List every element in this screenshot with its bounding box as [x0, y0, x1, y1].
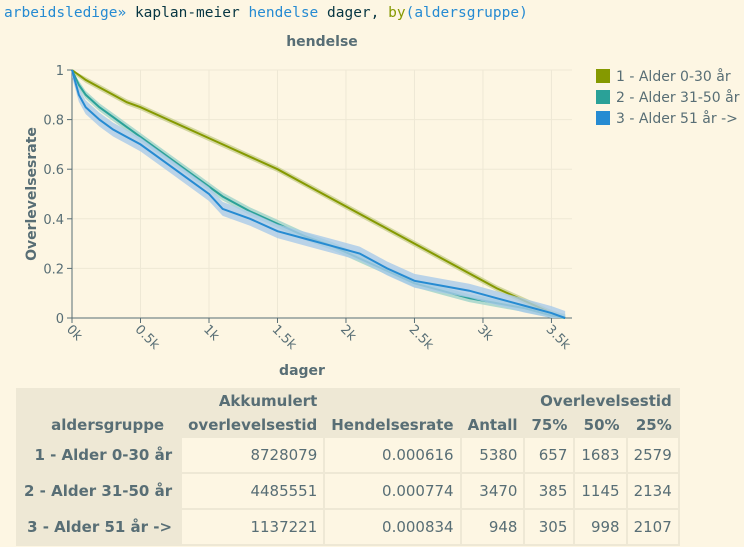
cell-q50: 1145 [575, 474, 626, 508]
command-middle: dager, [318, 5, 389, 21]
header-akk-line2: overlevelsestid [182, 414, 324, 436]
series-3-line [71, 69, 566, 319]
x-tick-label: 1.5k [269, 322, 300, 353]
series-1-line [71, 69, 566, 319]
series-1-confidence-band [72, 70, 566, 318]
row-group-label: 2 - Alder 31-50 år [18, 474, 181, 508]
cell-q75: 305 [525, 510, 574, 544]
cell-q50: 1683 [575, 438, 626, 472]
cell-rate: 0.000774 [325, 474, 460, 508]
command-prompt: arbeidsledige» [4, 5, 127, 21]
cell-rate: 0.000834 [325, 510, 460, 544]
cell-antall: 5380 [461, 438, 524, 472]
legend-entry: 3 - Alder 51 år -> [616, 110, 738, 127]
legend-swatch [596, 111, 610, 125]
cell-rate: 0.000616 [325, 438, 460, 472]
y-tick-label: 0.6 [43, 163, 64, 178]
cell-antall: 948 [461, 510, 524, 544]
cell-q25: 2107 [627, 510, 678, 544]
x-tick-label: 2.5k [406, 322, 437, 353]
y-tick-label: 0 [56, 312, 64, 327]
legend-entry: 2 - Alder 31-50 år [616, 89, 740, 106]
header-survival-group: Overlevelsestid [525, 390, 678, 412]
legend-entry: 1 - Alder 0-30 år [616, 68, 731, 85]
statistics-table: aldersgruppe Akkumulert Overlevelsestid … [16, 388, 680, 546]
header-antall: Antall [461, 414, 524, 436]
kaplan-meier-chart: hendelse 0 0.2 0.4 0.6 0.8 1 0k 0.5k 1k 1.5k 2k 2.5k… [24, 34, 740, 379]
cell-q75: 657 [525, 438, 574, 472]
row-group-label: 3 - Alder 51 år -> [18, 510, 181, 544]
y-tick-label: 0.4 [43, 213, 64, 228]
x-axis-label: dager [279, 363, 325, 379]
cell-q25: 2579 [627, 438, 678, 472]
row-group-label: 1 - Alder 0-30 år [18, 438, 181, 472]
command-variable: hendelse [248, 5, 319, 21]
x-tick-label: 0k [63, 322, 85, 344]
y-tick-label: 1 [56, 64, 64, 79]
header-akk-line1: Akkumulert [182, 390, 324, 412]
header-rate: Hendelsesrate [325, 414, 460, 436]
y-tick-label: 0.2 [43, 262, 64, 277]
legend-swatch [596, 69, 610, 83]
y-tick-label: 0.8 [43, 114, 64, 129]
command-by-function: by [388, 5, 406, 21]
header-q75: 75% [525, 414, 574, 436]
cell-q25: 2134 [627, 474, 678, 508]
command-line: arbeidsledige» kaplan-meier hendelse dag… [4, 5, 528, 21]
header-q25: 25% [627, 414, 678, 436]
x-tick-label: 3k [474, 322, 496, 344]
y-axis-label: Overlevelsesrate [24, 127, 40, 261]
table-row: 1 - Alder 0-30 år 8728079 0.000616 5380 … [18, 438, 678, 472]
command-by-argument: (aldersgruppe) [405, 5, 528, 21]
legend-swatch [596, 90, 610, 104]
cell-antall: 3470 [461, 474, 524, 508]
table-row: 2 - Alder 31-50 år 4485551 0.000774 3470… [18, 474, 678, 508]
table-row: 3 - Alder 51 år -> 1137221 0.000834 948 … [18, 510, 678, 544]
x-tick-label: 2k [337, 322, 359, 344]
cell-akk: 4485551 [182, 474, 324, 508]
chart-title: hendelse [286, 34, 358, 50]
command-text: kaplan-meier [126, 5, 249, 21]
cell-q75: 385 [525, 474, 574, 508]
cell-q50: 998 [575, 510, 626, 544]
x-tick-label: 3.5k [543, 322, 574, 353]
x-tick-label: 1k [200, 322, 222, 344]
corner-label: aldersgruppe [18, 390, 181, 436]
cell-akk: 8728079 [182, 438, 324, 472]
header-q50: 50% [575, 414, 626, 436]
cell-akk: 1137221 [182, 510, 324, 544]
x-tick-label: 0.5k [132, 322, 163, 353]
